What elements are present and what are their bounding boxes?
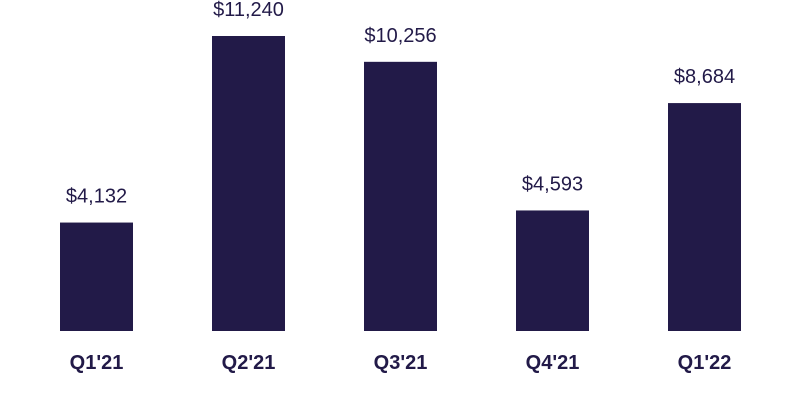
- bar-2: [364, 61, 437, 331]
- data-label-1: $11,240: [213, 0, 284, 21]
- x-tick-label-2: Q3'21: [374, 352, 428, 374]
- x-tick-label-1: Q2'21: [222, 352, 276, 374]
- bar-4: [668, 103, 741, 331]
- data-label-4: $8,684: [674, 66, 735, 88]
- bar-3: [516, 210, 589, 331]
- x-tick-label-0: Q1'21: [70, 352, 124, 374]
- bar-0: [60, 222, 133, 331]
- x-tick-label-3: Q4'21: [526, 352, 580, 374]
- data-label-0: $4,132: [66, 186, 127, 208]
- data-label-3: $4,593: [522, 173, 583, 195]
- x-tick-label-4: Q1'22: [678, 352, 732, 374]
- data-label-2: $10,256: [364, 25, 436, 47]
- bar-1: [212, 36, 285, 331]
